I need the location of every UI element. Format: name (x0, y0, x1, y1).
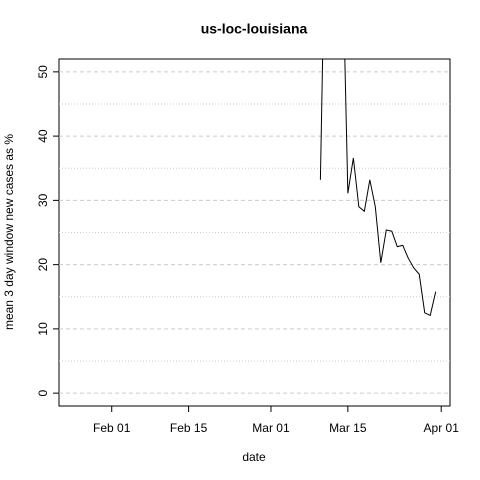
y-tick-label: 10 (36, 322, 50, 336)
y-tick-label: 30 (36, 193, 50, 207)
x-tick-label: Mar 15 (329, 421, 367, 435)
x-tick-label: Mar 01 (252, 421, 290, 435)
chart-title: us-loc-louisiana (201, 21, 308, 37)
y-tick-label: 50 (36, 65, 50, 79)
y-tick-label: 0 (36, 389, 50, 396)
y-tick-label: 40 (36, 129, 50, 143)
data-line (319, 59, 437, 317)
y-tick-label: 20 (36, 258, 50, 272)
x-tick-label: Feb 01 (93, 421, 131, 435)
plot-area (319, 59, 437, 317)
y-axis-label: mean 3 day window new cases as % (2, 134, 16, 330)
x-tick-label: Apr 01 (424, 421, 460, 435)
x-axis-label: date (242, 450, 266, 464)
x-tick-label: Feb 15 (170, 421, 208, 435)
